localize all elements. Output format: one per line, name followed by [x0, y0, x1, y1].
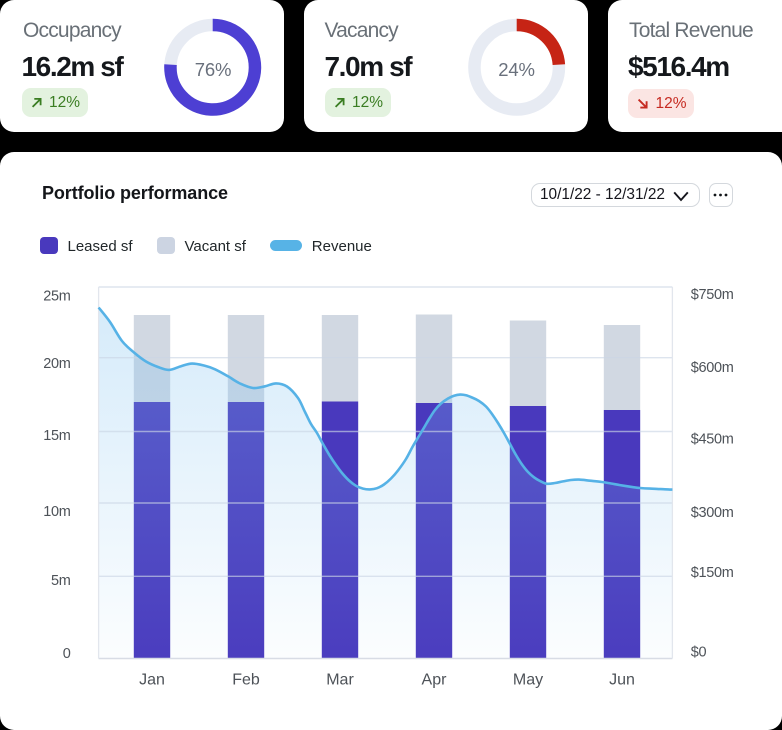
svg-text:25m: 25m	[43, 289, 71, 305]
svg-text:$300m: $300m	[691, 505, 734, 521]
svg-text:Feb: Feb	[232, 672, 260, 689]
svg-text:0: 0	[63, 646, 71, 662]
svg-text:$150m: $150m	[691, 565, 734, 581]
svg-text:20m: 20m	[43, 356, 71, 372]
svg-text:10m: 10m	[43, 504, 71, 520]
svg-text:5m: 5m	[51, 573, 71, 589]
svg-text:May: May	[513, 672, 543, 689]
svg-text:15m: 15m	[43, 428, 71, 444]
svg-text:Jan: Jan	[139, 672, 165, 689]
svg-text:$0: $0	[691, 645, 707, 661]
svg-text:Jun: Jun	[609, 672, 635, 689]
svg-text:$750m: $750m	[691, 287, 734, 303]
svg-text:Mar: Mar	[326, 672, 354, 689]
svg-text:$450m: $450m	[691, 432, 734, 448]
svg-text:$600m: $600m	[691, 360, 734, 376]
svg-text:Apr: Apr	[422, 672, 448, 689]
